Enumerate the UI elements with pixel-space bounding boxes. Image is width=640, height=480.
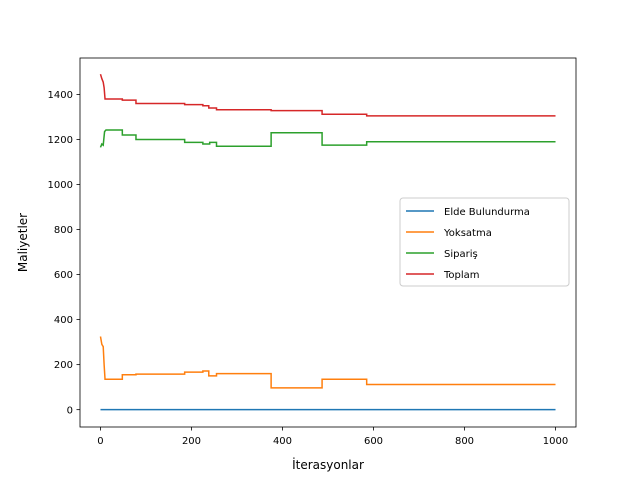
legend-label: Toplam bbox=[443, 270, 480, 281]
legend-label: Elde Bulundurma bbox=[444, 207, 530, 218]
x-tick-label: 800 bbox=[455, 436, 474, 447]
x-tick-label: 400 bbox=[273, 436, 292, 447]
y-tick-label: 400 bbox=[54, 315, 73, 326]
x-axis-label: İterasyonlar bbox=[292, 457, 364, 472]
legend-label: Sipariş bbox=[444, 249, 478, 260]
y-tick-label: 200 bbox=[54, 360, 73, 371]
x-tick-label: 600 bbox=[364, 436, 383, 447]
legend-frame bbox=[399, 197, 570, 287]
series-line-2 bbox=[99, 336, 556, 389]
y-tick-label: 600 bbox=[54, 270, 73, 281]
axes-layer: 0 200 400 600 800 1000 0 200 400 600 800 1000 1200 14… bbox=[48, 57, 577, 447]
x-tick-label: 200 bbox=[182, 436, 201, 447]
y-tick-label: 1400 bbox=[48, 90, 73, 101]
series-line-3 bbox=[99, 129, 556, 148]
y-tick-label: 1200 bbox=[48, 135, 73, 146]
x-tick-label: 0 bbox=[97, 436, 103, 447]
series-line-4 bbox=[99, 73, 556, 117]
y-axis-label: Maliyetler bbox=[16, 213, 30, 272]
legend: Elde Bulundurma Yoksatma Sipariş Toplam bbox=[399, 197, 570, 287]
y-tick-label: 0 bbox=[67, 405, 73, 416]
legend-label: Yoksatma bbox=[443, 228, 492, 239]
axes-frame bbox=[79, 57, 577, 428]
x-tick-label: 1000 bbox=[543, 436, 568, 447]
series-layer bbox=[99, 73, 556, 411]
y-tick-label: 800 bbox=[54, 225, 73, 236]
y-tick-label: 1000 bbox=[48, 180, 73, 191]
